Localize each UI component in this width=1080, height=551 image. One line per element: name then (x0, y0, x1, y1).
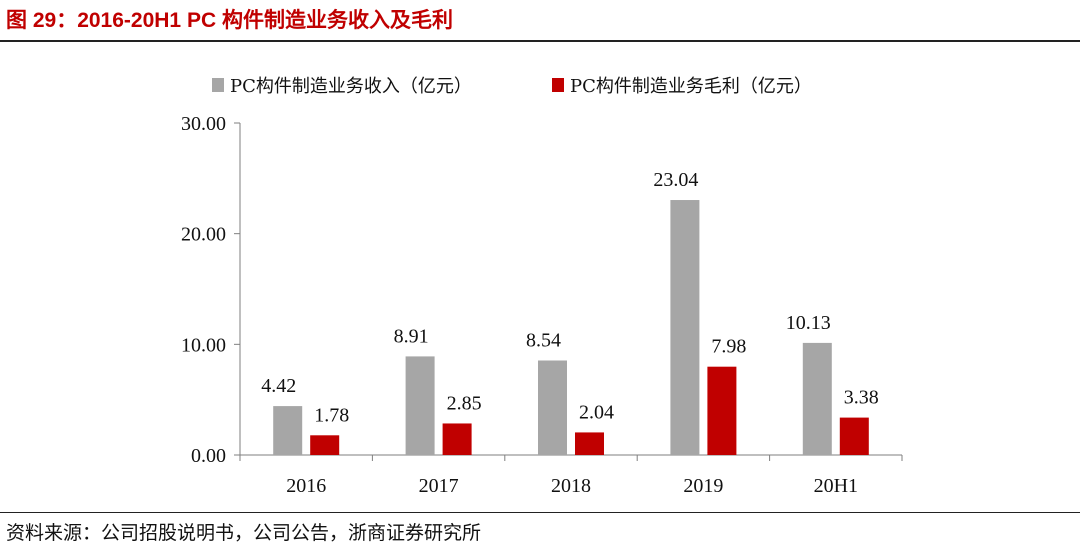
y-axis: 0.00 10.00 20.00 30.00 (181, 113, 241, 467)
legend-swatch-revenue (212, 78, 224, 92)
data-label-profit: 2.04 (579, 401, 614, 423)
legend-label-revenue: PC构件制造业务收入（亿元） (230, 76, 472, 97)
bar-revenue (670, 200, 700, 455)
data-label-profit: 1.78 (314, 404, 349, 426)
x-tick-label: 2017 (419, 475, 459, 497)
y-tick-label: 0.00 (191, 445, 226, 467)
y-tick-label: 20.00 (181, 224, 226, 246)
bar-revenue (405, 356, 435, 455)
bar-profit (707, 366, 737, 455)
bar-profit (310, 435, 340, 455)
chart-legend: PC构件制造业务收入（亿元） PC构件制造业务毛利（亿元） (212, 76, 812, 97)
title-divider (0, 40, 1080, 42)
bar-series (273, 200, 869, 455)
bar-revenue (802, 342, 832, 455)
bar-revenue (538, 360, 567, 455)
source-note: 资料来源：公司招股说明书，公司公告，浙商证券研究所 (6, 522, 482, 544)
bar-profit (839, 417, 869, 455)
source-divider (0, 512, 1080, 513)
y-tick-label: 10.00 (181, 334, 226, 356)
data-label-revenue: 10.13 (786, 312, 831, 334)
x-tick-label: 2016 (286, 475, 326, 497)
data-label-profit: 3.38 (844, 387, 879, 409)
data-label-revenue: 23.04 (653, 169, 698, 191)
figure-title: 图 29：2016-20H1 PC 构件制造业务收入及毛利 (6, 9, 453, 32)
x-tick-label: 2019 (683, 475, 723, 497)
bar-profit (575, 432, 604, 455)
bar-revenue (273, 406, 303, 455)
legend-swatch-profit (552, 78, 564, 92)
data-label-revenue: 8.91 (394, 325, 429, 347)
data-label-profit: 7.98 (711, 336, 746, 358)
x-tick-label: 2018 (551, 475, 591, 497)
data-label-revenue: 8.54 (526, 329, 561, 351)
data-label-revenue: 4.42 (261, 375, 296, 397)
y-tick-label: 30.00 (181, 113, 226, 135)
x-tick-label: 20H1 (814, 475, 858, 497)
x-axis: 2016 2017 2018 2019 20H1 (239, 454, 903, 497)
legend-label-profit: PC构件制造业务毛利（亿元） (570, 76, 812, 97)
data-label-profit: 2.85 (447, 392, 482, 414)
data-labels: 4.42 1.78 8.91 2.85 8.54 2.04 23.04 7.98 10.13 3.… (261, 169, 879, 426)
bar-profit (442, 423, 472, 455)
